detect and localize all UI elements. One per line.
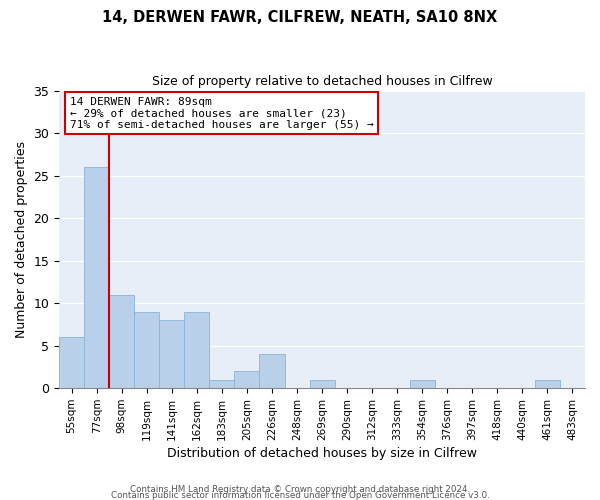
X-axis label: Distribution of detached houses by size in Cilfrew: Distribution of detached houses by size … <box>167 447 477 460</box>
Bar <box>235 371 259 388</box>
Bar <box>310 380 335 388</box>
Text: 14, DERWEN FAWR, CILFREW, NEATH, SA10 8NX: 14, DERWEN FAWR, CILFREW, NEATH, SA10 8N… <box>103 10 497 25</box>
Bar <box>84 167 109 388</box>
Y-axis label: Number of detached properties: Number of detached properties <box>15 141 28 338</box>
Title: Size of property relative to detached houses in Cilfrew: Size of property relative to detached ho… <box>152 75 493 88</box>
Bar <box>109 294 134 388</box>
Bar <box>259 354 284 388</box>
Bar <box>134 312 160 388</box>
Bar <box>184 312 209 388</box>
Bar <box>59 337 84 388</box>
Bar <box>209 380 235 388</box>
Bar <box>410 380 435 388</box>
Text: Contains public sector information licensed under the Open Government Licence v3: Contains public sector information licen… <box>110 490 490 500</box>
Bar <box>160 320 184 388</box>
Bar <box>535 380 560 388</box>
Text: 14 DERWEN FAWR: 89sqm
← 29% of detached houses are smaller (23)
71% of semi-deta: 14 DERWEN FAWR: 89sqm ← 29% of detached … <box>70 96 373 130</box>
Text: Contains HM Land Registry data © Crown copyright and database right 2024.: Contains HM Land Registry data © Crown c… <box>130 484 470 494</box>
